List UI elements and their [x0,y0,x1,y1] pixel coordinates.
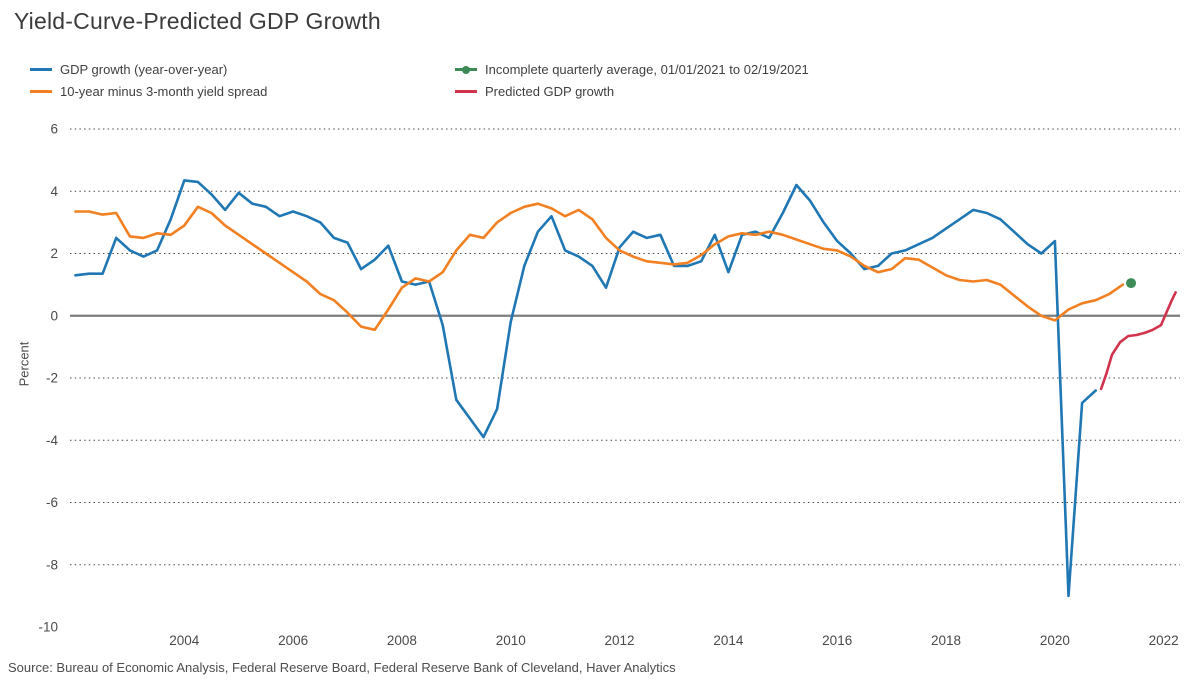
legend-label: Incomplete quarterly average, 01/01/2021… [485,62,809,77]
legend: GDP growth (year-over-year) 10-year minu… [0,62,1200,108]
legend-label: 10-year minus 3-month yield spread [60,84,268,99]
predicted-line-marker-icon [455,90,477,93]
x-tick-label: 2012 [605,633,635,648]
y-tick-label: 0 [50,308,58,323]
point-marker-icon [455,65,477,74]
y-tick-label: -4 [46,433,58,448]
y-tick-label: 2 [50,246,58,261]
legend-item-predicted-gdp: Predicted GDP growth [455,84,809,99]
x-tick-label: 2022 [1149,633,1179,648]
source-note: Source: Bureau of Economic Analysis, Fed… [8,660,676,675]
legend-item-incomplete-average: Incomplete quarterly average, 01/01/2021… [455,62,809,77]
legend-item-gdp-growth: GDP growth (year-over-year) [30,62,267,77]
x-tick-label: 2004 [169,633,200,648]
y-tick-label: 6 [50,122,58,137]
legend-item-yield-spread: 10-year minus 3-month yield spread [30,84,267,99]
legend-label: Predicted GDP growth [485,84,615,99]
y-tick-label: -2 [46,371,58,386]
legend-label: GDP growth (year-over-year) [60,62,228,77]
x-tick-label: 2006 [278,633,308,648]
y-tick-label: 4 [50,184,58,199]
x-tick-label: 2010 [496,633,526,648]
chart-title: Yield-Curve-Predicted GDP Growth [14,8,381,34]
green-dot-icon [462,65,470,74]
point-incomplete-quarterly-average-01-01-2021-to-02-19-2021 [1126,278,1137,289]
x-tick-label: 2020 [1040,633,1070,648]
x-tick-label: 2014 [713,633,744,648]
series-line-predicted-gdp-growth [1099,291,1177,391]
y-tick-label: -10 [38,620,58,635]
y-tick-label: -8 [46,557,58,572]
y-tick-label: -6 [46,495,58,510]
series-line-gdp-growth-year-over-year [74,179,1097,598]
series-line-10-year-minus-3-month-yield-spread [74,202,1125,332]
x-tick-label: 2016 [822,633,852,648]
x-tick-label: 2008 [387,633,417,648]
gdp-line-marker-icon [30,68,52,71]
x-tick-label: 2018 [931,633,961,648]
spread-line-marker-icon [30,90,52,93]
